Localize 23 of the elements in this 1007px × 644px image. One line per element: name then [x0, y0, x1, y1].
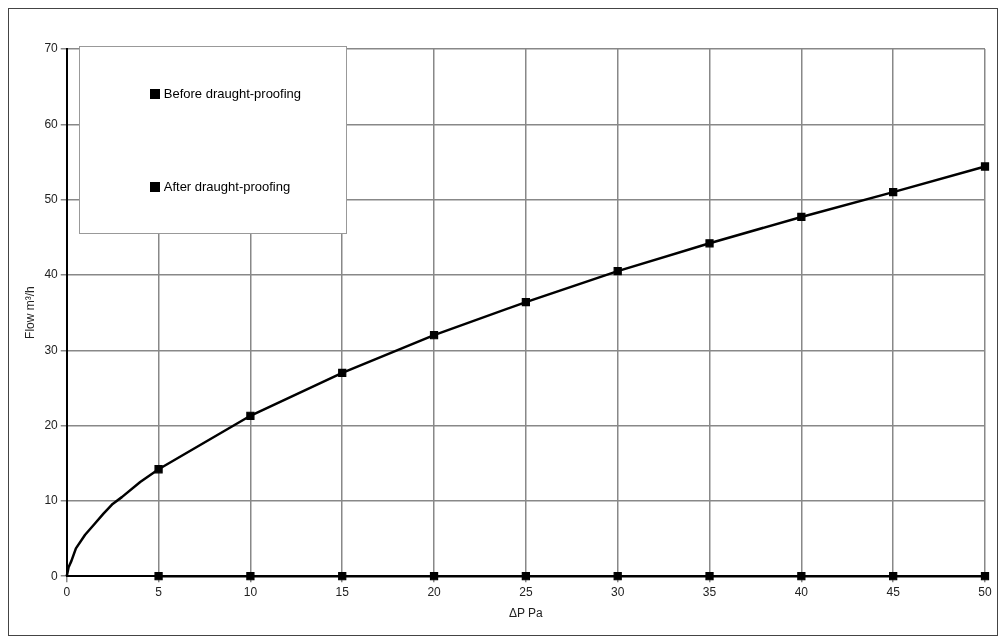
x-tick-label: 30: [611, 584, 625, 599]
x-tick-label: 15: [335, 584, 350, 599]
x-tick-label: 25: [519, 584, 533, 599]
x-tick-label: 0: [63, 584, 71, 599]
x-tick-label: 5: [155, 584, 163, 599]
x-tick-label: 40: [794, 584, 809, 599]
y-tick-label: 60: [44, 116, 59, 131]
x-tick-label: 45: [886, 584, 901, 599]
x-tick-label: 10: [243, 584, 258, 599]
x-tick-label: 50: [978, 584, 992, 599]
y-axis-title: Flow m³/h: [22, 286, 37, 339]
y-tick-label: 20: [44, 417, 59, 432]
legend-label: Before draught-proofing: [163, 86, 302, 101]
y-tick-label: 40: [44, 267, 59, 282]
x-axis-title: ΔP Pa: [508, 606, 544, 621]
y-tick-label: 50: [44, 191, 59, 206]
y-tick-label: 30: [44, 342, 59, 357]
x-tick-label: 20: [427, 584, 442, 599]
y-tick-label: 70: [44, 41, 59, 56]
legend-label: After draught-proofing: [163, 179, 291, 194]
y-tick-label: 0: [51, 568, 59, 583]
y-tick-label: 10: [44, 493, 59, 508]
x-tick-label: 35: [702, 584, 717, 599]
